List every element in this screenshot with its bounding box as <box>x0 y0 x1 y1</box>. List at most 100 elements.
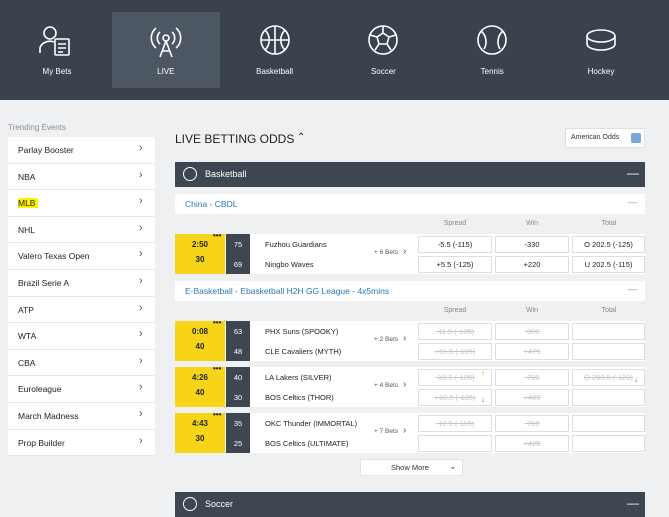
odds-cell[interactable]: +425 <box>495 435 569 452</box>
league-header[interactable]: E-Basketball - Ebasketball H2H GG League… <box>175 281 645 301</box>
sidebar-label: CBA <box>18 357 36 368</box>
odds-cell[interactable] <box>572 343 645 360</box>
sidebar-label: Prop Builder <box>18 437 65 448</box>
sidebar-item[interactable]: Parlay Booster › <box>8 137 155 164</box>
show-more-label: Show More <box>391 463 429 472</box>
odds-cell[interactable] <box>572 389 645 406</box>
chevron: › <box>139 434 143 447</box>
score-box: 40 30 <box>226 367 250 407</box>
page-title: LIVE BETTING ODDS <box>175 132 295 146</box>
team-name: Ningbo Waves <box>265 260 314 269</box>
nav-icons <box>39 25 616 58</box>
bets-chevron: › <box>403 379 407 390</box>
odds-cell[interactable] <box>572 323 645 340</box>
sidebar-item[interactable]: Valero Texas Open › <box>8 243 155 270</box>
my-bets-icon <box>39 26 70 56</box>
chevron: › <box>139 195 143 208</box>
odds-cell[interactable]: -10.5 (-105) ↑ <box>418 369 492 386</box>
sidebar-item[interactable]: March Madness › <box>8 403 155 430</box>
team-score: 30 <box>233 393 243 402</box>
match-time: 4:43 <box>191 419 208 428</box>
odds-cell[interactable]: -900 <box>495 323 569 340</box>
score-box: 63 48 <box>226 321 250 361</box>
odds-cell[interactable]: +10.5 (-135) ↓ <box>418 389 492 406</box>
odds-cell[interactable] <box>418 435 492 452</box>
team-score: 25 <box>233 439 243 448</box>
odds-cell[interactable]: O 200.5 (-120) ↓ <box>572 369 645 386</box>
chevron-down: ⌄ <box>449 461 457 471</box>
odds-value: -10.5 (-105) <box>435 373 475 382</box>
top-nav <box>0 0 669 100</box>
team-score: 40 <box>233 373 243 382</box>
team-score: 48 <box>233 347 243 356</box>
show-more-button[interactable]: Show More ⌄ <box>360 459 463 476</box>
league-name: E-Basketball - Ebasketball H2H GG League… <box>185 286 390 296</box>
match-period: 40 <box>195 388 205 397</box>
nav-label: LIVE <box>157 67 175 76</box>
odds-cell[interactable]: -11.5 (-135) <box>418 323 492 340</box>
bets-chevron: › <box>403 246 407 257</box>
sidebar-item[interactable]: MLB › <box>8 190 155 217</box>
odds-format-label: American Odds <box>571 134 620 141</box>
odds-value: -330 <box>524 240 540 249</box>
more-dots: ••• <box>213 231 222 240</box>
nav-active-bg <box>111 12 220 88</box>
column-header: Win <box>525 307 539 314</box>
sidebar-item[interactable]: Euroleague › <box>8 376 155 403</box>
odds-cell[interactable]: -750 <box>495 415 569 432</box>
odds-format-toggle[interactable]: American Odds <box>565 128 645 148</box>
nav-label: Hockey <box>587 67 615 76</box>
chevron: › <box>139 408 143 420</box>
chevron: › <box>139 381 143 394</box>
match-clock: ••• 4:26 40 <box>175 364 225 407</box>
sidebar-item[interactable]: WTA › <box>8 323 155 350</box>
more-bets-link[interactable]: + 7 Bets <box>374 428 399 435</box>
more-bets-link[interactable]: + 6 Bets <box>374 249 399 256</box>
odds-cell[interactable] <box>572 415 645 432</box>
sidebar-label: Parlay Booster <box>18 145 74 155</box>
sidebar-item[interactable]: CBA › <box>8 349 155 377</box>
sport-header[interactable]: Soccer — <box>175 492 645 517</box>
odds-cell[interactable]: -780 <box>495 369 569 386</box>
odds-value: +220 <box>523 260 541 269</box>
odds-cell[interactable]: +11.5 (-105) <box>418 343 492 360</box>
odds-cell[interactable]: -330 <box>495 236 569 253</box>
odds-cell[interactable]: -12.5 (-115) <box>418 415 492 432</box>
odds-cell[interactable]: +400 <box>495 389 569 406</box>
match-clock: ••• 0:08 40 <box>175 318 225 361</box>
odds-cell[interactable]: -5.5 (-115) <box>418 236 492 253</box>
odds-cell[interactable]: U 202.5 (-115) <box>572 256 645 273</box>
basketball-icon <box>260 25 290 55</box>
sidebar-item[interactable]: NBA › <box>8 163 155 191</box>
odds-value: +11.5 (-105) <box>434 347 476 356</box>
sidebar-item[interactable]: Prop Builder › <box>8 429 155 457</box>
team-name: OKC Thunder (IMMORTAL) <box>265 419 358 428</box>
sidebar-item[interactable]: NHL › <box>8 216 155 244</box>
tennis-icon <box>477 25 507 55</box>
odds-cell[interactable]: +220 <box>495 256 569 273</box>
more-bets-link[interactable]: + 4 Bets <box>374 382 399 389</box>
odds-value: -900 <box>524 327 540 336</box>
nav-label: Soccer <box>370 67 396 76</box>
match-time: 0:08 <box>191 327 208 336</box>
more-dots: ••• <box>213 364 222 373</box>
league-name: China - CBDL <box>185 199 238 209</box>
odds-cell[interactable] <box>572 435 645 452</box>
nav-label: My Bets <box>42 67 72 76</box>
sport-name: Soccer <box>205 499 234 509</box>
team-name: BOS Celtics (THOR) <box>265 393 334 402</box>
odds-cell[interactable]: +5.5 (-125) <box>418 256 492 273</box>
sidebar-label: NBA <box>18 171 36 182</box>
score-box: 75 69 <box>226 234 250 274</box>
odds-cell[interactable]: +475 <box>495 343 569 360</box>
sidebar-item[interactable]: ATP › <box>8 296 155 324</box>
odds-cell[interactable]: O 202.5 (-125) <box>572 236 645 253</box>
sidebar-label: Valero Texas Open <box>18 251 90 262</box>
odds-format-icon <box>631 133 641 143</box>
sport-header[interactable]: Basketball — <box>175 162 645 187</box>
sidebar-item[interactable]: Brazil Serie A › <box>8 270 155 297</box>
more-bets-link[interactable]: + 2 Bets <box>374 336 399 343</box>
league-header[interactable]: China - CBDL — <box>175 194 645 214</box>
chevron: › <box>139 248 143 261</box>
